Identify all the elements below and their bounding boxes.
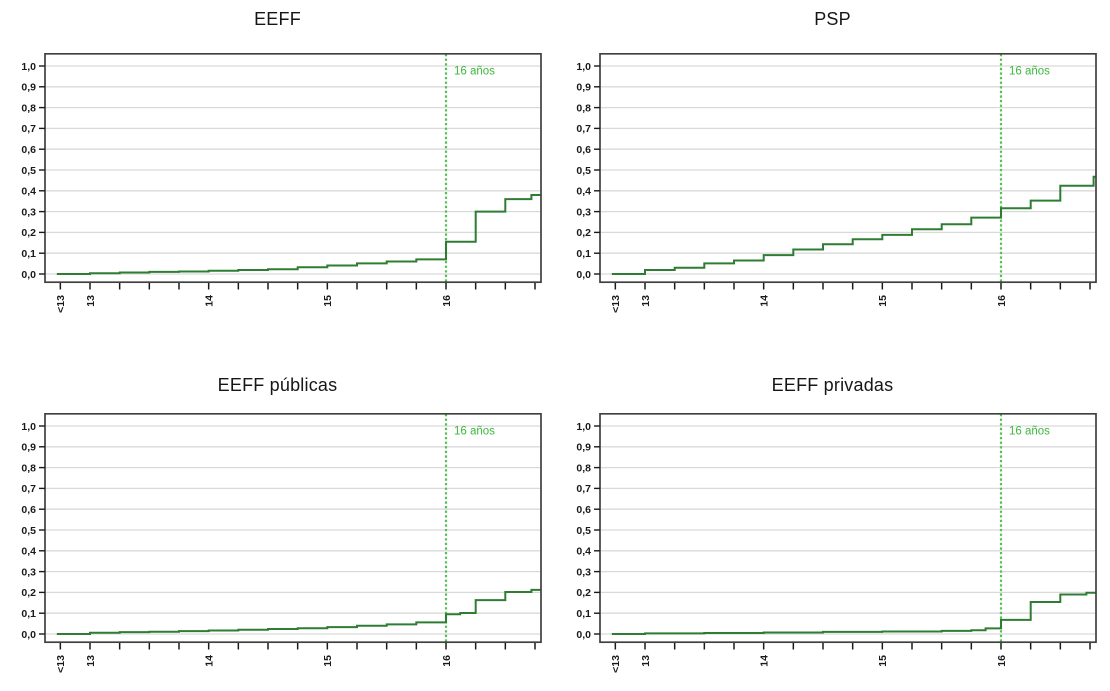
y-tick-label: 1,0 (21, 61, 36, 73)
x-tick-label: 13 (640, 655, 652, 667)
age-16-label: 16 años (454, 65, 495, 77)
x-tick-label: 13 (85, 295, 97, 307)
x-tick-label: <13 (55, 655, 67, 673)
y-tick-label: 0,0 (21, 269, 36, 281)
x-tick-label: 15 (322, 295, 334, 307)
x-tick-label: 14 (203, 655, 215, 667)
y-tick-label: 0,2 (21, 227, 36, 239)
x-tick-label: 13 (85, 655, 97, 667)
y-tick-label: 0,8 (21, 102, 36, 114)
panel-title: EEFF públicas (217, 375, 338, 395)
y-tick-label: 0,4 (576, 546, 591, 558)
age-16-label: 16 años (1009, 425, 1050, 437)
y-tick-label: 0,5 (21, 165, 36, 177)
y-tick-label: 0,4 (576, 186, 591, 198)
y-tick-label: 0,6 (576, 144, 591, 156)
y-tick-label: 0,0 (576, 269, 591, 281)
y-tick-label: 0,5 (21, 525, 36, 537)
y-tick-label: 0,5 (576, 525, 591, 537)
y-tick-label: 0,7 (21, 483, 36, 495)
y-tick-label: 0,6 (21, 144, 36, 156)
y-tick-label: 0,5 (576, 165, 591, 177)
plot-border (44, 53, 542, 284)
y-tick-label: 0,2 (576, 587, 591, 599)
y-tick-label: 0,3 (576, 566, 591, 578)
panel-title: EEFF privadas (771, 375, 894, 395)
panel-title: EEFF (254, 9, 301, 29)
panel-eeff: EEFF 16 años 0,0 0,1 0,2 0,3 0,4 0,5 0,6 0,7 0,8 0… (0, 0, 555, 346)
y-tick-label: 0,2 (21, 587, 36, 599)
plot-border (599, 53, 1097, 284)
x-tick-label: 14 (203, 295, 215, 307)
survival-plot-eeff: 16 años 0,0 0,1 0,2 0,3 0,4 0,5 0,6 0,7 0,8 0,9 1,0… (21, 53, 542, 313)
x-tick-label: 16 (441, 295, 453, 307)
panel-eeff-privadas: EEFF privadas 16 años 0,0 0,1 0,2 0,3 0,4 0,5 0… (555, 345, 1110, 691)
y-tick-label: 0,4 (21, 546, 36, 558)
x-tick-label: 16 (996, 655, 1008, 667)
y-tick-label: 0,1 (21, 608, 36, 620)
y-tick-label: 0,9 (21, 82, 36, 94)
x-tick-label: <13 (610, 295, 622, 313)
x-tick-label: 15 (322, 655, 334, 667)
y-tick-label: 0,1 (576, 608, 591, 620)
x-tick-label: 13 (640, 295, 652, 307)
y-tick-label: 0,9 (576, 82, 591, 94)
x-tick-label: 14 (758, 655, 770, 667)
y-tick-label: 0,4 (21, 186, 36, 198)
x-tick-label: 16 (996, 295, 1008, 307)
x-tick-label: 14 (758, 295, 770, 307)
step-curve (56, 194, 541, 275)
y-tick-label: 0,8 (21, 462, 36, 474)
y-tick-label: 0,9 (21, 442, 36, 454)
x-tick-label: 15 (877, 295, 889, 307)
survival-plot-eeff-publicas: 16 años 0,0 0,1 0,2 0,3 0,4 0,5 0,6 0,7 0,8 0,9 1,0… (21, 413, 542, 673)
age-16-label: 16 años (454, 425, 495, 437)
y-tick-label: 1,0 (21, 421, 36, 433)
y-tick-label: 0,0 (21, 629, 36, 641)
y-tick-label: 0,7 (576, 123, 591, 135)
survival-plot-psp: 16 años 0,0 0,1 0,2 0,3 0,4 0,5 0,6 0,7 0,8 0,9 1,0… (576, 53, 1097, 313)
step-curve (611, 591, 1096, 635)
y-tick-label: 0,2 (576, 227, 591, 239)
x-tick-label: 15 (877, 655, 889, 667)
plot-border (44, 413, 542, 644)
y-tick-label: 1,0 (576, 61, 591, 73)
x-tick-label: <13 (610, 655, 622, 673)
y-tick-label: 0,3 (576, 206, 591, 218)
plot-border (599, 413, 1097, 644)
y-tick-label: 0,7 (576, 483, 591, 495)
y-tick-label: 0,3 (21, 566, 36, 578)
y-tick-label: 0,6 (576, 504, 591, 516)
panel-title: PSP (814, 9, 851, 29)
panel-psp: PSP 16 años 0,0 0,1 0,2 0,3 0,4 0,5 0,6 0,7 0,8 0,… (555, 0, 1110, 346)
y-tick-label: 0,0 (576, 629, 591, 641)
y-tick-label: 0,1 (21, 248, 36, 260)
y-tick-label: 0,7 (21, 123, 36, 135)
step-curve (56, 588, 541, 635)
x-tick-label: 16 (441, 655, 453, 667)
panel-eeff-publicas: EEFF públicas 16 años 0,0 0,1 0,2 0,3 0,4 0,5 0… (0, 345, 555, 691)
y-tick-label: 1,0 (576, 421, 591, 433)
y-tick-label: 0,1 (576, 248, 591, 260)
survival-plot-eeff-privadas: 16 años 0,0 0,1 0,2 0,3 0,4 0,5 0,6 0,7 0,8 0,9 1,0… (576, 413, 1097, 673)
x-tick-label: <13 (55, 295, 67, 313)
y-tick-label: 0,8 (576, 102, 591, 114)
y-tick-label: 0,9 (576, 442, 591, 454)
step-curve (611, 175, 1096, 275)
age-16-label: 16 años (1009, 65, 1050, 77)
y-tick-label: 0,6 (21, 504, 36, 516)
y-tick-label: 0,8 (576, 462, 591, 474)
y-tick-label: 0,3 (21, 206, 36, 218)
